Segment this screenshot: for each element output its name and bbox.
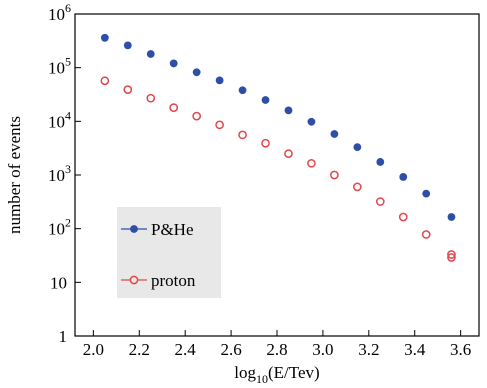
proton-point xyxy=(354,183,361,190)
proton-point xyxy=(308,160,315,167)
y-tick-label: 10 xyxy=(50,273,67,292)
x-axis-title: log10(E/Tev) xyxy=(234,363,319,386)
y-tick-label: 104 xyxy=(48,108,71,131)
x-tick-label: 2.6 xyxy=(220,340,241,359)
proton-point xyxy=(124,86,131,93)
x-tick-label: 2.4 xyxy=(175,340,197,359)
phe-point xyxy=(216,76,224,84)
phe-point xyxy=(353,143,361,151)
proton-point xyxy=(377,198,384,205)
phe-point xyxy=(330,130,338,138)
proton-point xyxy=(285,150,292,157)
legend-label: P&He xyxy=(151,220,194,239)
proton-point xyxy=(262,140,269,147)
phe-point xyxy=(285,106,293,114)
phe-point xyxy=(239,86,247,94)
proton-point xyxy=(170,104,177,111)
x-tick-label: 3.4 xyxy=(404,340,426,359)
x-tick-labels: 2.0 2.2 2.4 2.6 2.8 3.0 3.2 3.4 3.6 xyxy=(83,340,472,359)
proton-point xyxy=(216,121,223,128)
phe-point xyxy=(376,158,384,166)
phe-point xyxy=(262,96,270,104)
proton-point xyxy=(239,131,246,138)
x-tick-label: 2.2 xyxy=(129,340,150,359)
x-axis-title-prefix: log xyxy=(234,363,256,382)
x-tick-label: 2.0 xyxy=(83,340,104,359)
phe-point xyxy=(448,213,456,221)
y-tick-label: 103 xyxy=(48,162,71,185)
y-tick-label: 1 xyxy=(59,327,68,346)
y-tick-labels: 1 10 102 103 104 105 106 xyxy=(48,1,71,346)
proton-point xyxy=(147,95,154,102)
x-tick-label: 3.0 xyxy=(312,340,333,359)
phe-point xyxy=(193,68,201,76)
proton-point xyxy=(331,171,338,178)
legend-marker xyxy=(130,225,138,233)
proton-point xyxy=(423,231,430,238)
y-tick-label: 106 xyxy=(48,1,71,24)
legend-label: proton xyxy=(151,271,196,290)
proton-point xyxy=(400,213,407,220)
legend-marker xyxy=(130,276,137,283)
proton-point xyxy=(101,77,108,84)
x-axis-title-subscript: 10 xyxy=(256,372,268,386)
phe-point xyxy=(399,173,407,181)
x-tick-label: 2.8 xyxy=(266,340,287,359)
y-tick-label: 105 xyxy=(48,55,71,78)
phe-point xyxy=(170,60,178,68)
phe-point xyxy=(101,34,109,42)
y-tick-label: 102 xyxy=(48,216,71,239)
x-axis-title-suffix: (E/Tev) xyxy=(268,363,320,382)
proton-point xyxy=(193,113,200,120)
phe-point xyxy=(124,41,132,49)
y-axis-title: number of events xyxy=(5,116,24,234)
x-tick-label: 3.6 xyxy=(450,340,471,359)
x-tick-label: 3.2 xyxy=(358,340,379,359)
phe-point xyxy=(308,118,316,126)
phe-point xyxy=(147,50,155,58)
phe-point xyxy=(422,190,430,198)
